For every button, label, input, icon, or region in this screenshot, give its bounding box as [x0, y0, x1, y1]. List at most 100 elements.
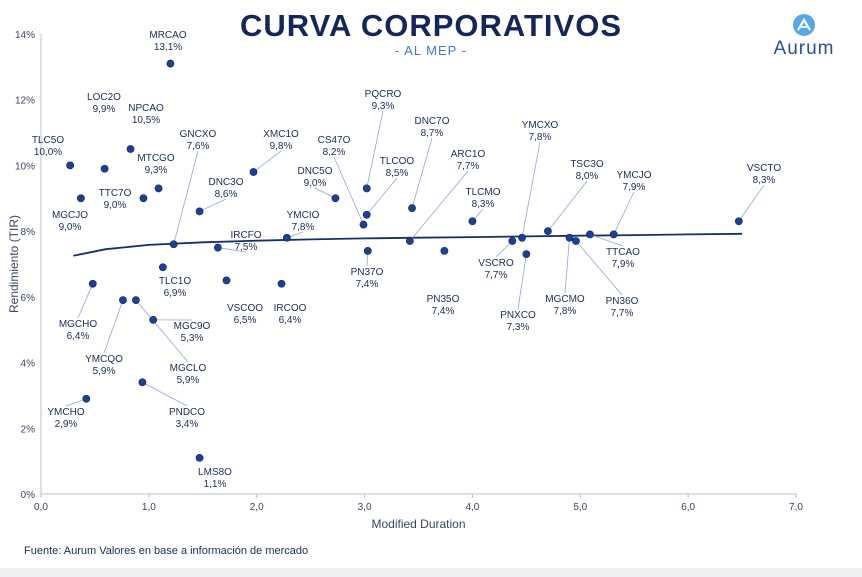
- data-point-pn36o: [572, 237, 580, 245]
- point-name-label: DNC5O: [297, 166, 332, 177]
- x-tick-label: 6,0: [681, 502, 695, 513]
- point-name-label: LMS8O: [198, 467, 232, 478]
- point-value-label: 7,4%: [356, 279, 379, 290]
- chart-title: CURVA CORPORATIVOS: [240, 8, 622, 43]
- point-name-label: PN37O: [351, 267, 384, 278]
- leader-line: [103, 300, 124, 354]
- leader-line: [521, 141, 541, 238]
- data-point-vscro: [508, 237, 517, 245]
- point-name-label: NPCAO: [128, 103, 164, 114]
- point-value-label: 7,8%: [292, 222, 315, 233]
- point-name-label: GNCXO: [180, 129, 217, 140]
- data-point-ymcqo: [119, 296, 127, 305]
- data-point-ymcjo: [609, 230, 618, 239]
- data-point-ymcxo: [518, 233, 526, 242]
- point-name-label: TLCOO: [380, 156, 415, 167]
- leader-line: [217, 247, 247, 253]
- point-name-label: MGCHO: [59, 319, 98, 330]
- point-name-label: MTCGO: [137, 153, 174, 164]
- leader-line: [173, 150, 199, 245]
- data-point-mgcmo: [565, 233, 574, 242]
- x-tick-label: 0,0: [34, 502, 48, 513]
- data-point-ircoo: [277, 279, 286, 288]
- data-point-tlc5o: [66, 161, 75, 170]
- point-name-label: ARC1O: [451, 149, 486, 160]
- trend-curve-layer: [73, 232, 743, 257]
- leader-line: [366, 110, 384, 189]
- point-name-label: DNC7O: [414, 116, 449, 127]
- leader-line: [333, 156, 364, 225]
- point-name-label: TLC5O: [32, 135, 64, 146]
- point-value-label: 9,8%: [270, 141, 293, 152]
- data-point-pnxco: [522, 250, 531, 259]
- data-point-cs47o: [359, 220, 368, 229]
- point-value-label: 8,5%: [386, 168, 409, 179]
- leader-line: [366, 177, 398, 215]
- point-value-label: 7,5%: [235, 242, 258, 253]
- point-value-label: 10,5%: [132, 115, 160, 126]
- point-name-label: IRCOO: [274, 303, 307, 314]
- point-value-label: 8,6%: [215, 189, 238, 200]
- point-value-label: 8,0%: [576, 171, 599, 182]
- leader-line: [738, 184, 765, 222]
- point-name-label: TTCAO: [606, 247, 640, 258]
- leader-lines-layer: [65, 110, 765, 407]
- x-axis-title: Modified Duration: [371, 517, 465, 531]
- trend-curve: [73, 232, 743, 257]
- leader-line: [411, 137, 433, 209]
- leader-line: [589, 234, 624, 247]
- x-tick-label: 3,0: [358, 502, 372, 513]
- point-value-label: 7,3%: [507, 322, 530, 333]
- point-value-label: 7,4%: [432, 306, 455, 317]
- point-name-label: TTC7O: [99, 188, 132, 199]
- data-point-ymcio: [283, 233, 291, 242]
- y-tick-label: 14%: [15, 30, 35, 41]
- data-point-mgclo: [132, 296, 140, 305]
- point-value-label: 9,0%: [304, 178, 327, 189]
- data-point-tlcoo: [362, 210, 371, 219]
- leader-line: [547, 180, 588, 232]
- chart-axes: 0,0 1,0 2,0 3,0 4,0 5,0 6,0 7,0 0% 2% 4% 6% 8% 10% 12%…: [7, 30, 803, 531]
- leader-line: [199, 198, 227, 212]
- aurum-logo: Aurum: [764, 12, 844, 62]
- point-value-label: 7,8%: [529, 132, 552, 143]
- point-value-label: 8,2%: [323, 147, 346, 158]
- x-tick-label: 2,0: [250, 502, 264, 513]
- data-point-dnc5o: [331, 194, 340, 203]
- point-value-label: 5,3%: [181, 333, 204, 344]
- point-name-label: TLCMO: [466, 187, 501, 198]
- data-point-npcao: [126, 145, 135, 153]
- x-tick-label: 7,0: [789, 502, 803, 513]
- point-value-label: 8,7%: [421, 128, 444, 139]
- point-value-label: 9,3%: [372, 101, 395, 112]
- leader-line: [253, 150, 282, 173]
- data-point-vscto: [734, 217, 743, 226]
- point-value-label: 2,9%: [55, 419, 78, 430]
- y-axis-title: Rendimiento (TIR): [7, 215, 21, 313]
- leader-line: [575, 240, 623, 296]
- data-point-pndco: [138, 378, 147, 387]
- x-tick-label: 4,0: [465, 502, 479, 513]
- data-point-ircfo: [213, 243, 222, 252]
- y-tick-label: 8%: [21, 227, 36, 238]
- aurum-logo-icon: [793, 14, 815, 36]
- point-name-label: PNDCO: [169, 407, 205, 418]
- y-tick-label: 6%: [21, 293, 36, 304]
- point-name-label: TSC3O: [570, 159, 604, 170]
- data-point-mtcgo: [154, 184, 163, 193]
- leader-line: [135, 299, 189, 363]
- data-point-vscoo: [222, 276, 231, 285]
- data-point-ttc7o: [139, 194, 148, 203]
- data-point-mgc9o: [149, 315, 158, 324]
- point-name-label: YMCIO: [287, 210, 320, 221]
- point-name-label: MGCMO: [545, 294, 585, 305]
- point-name-label: YMCQO: [85, 354, 123, 365]
- bottom-bar: [0, 568, 862, 577]
- data-points-layer: [66, 59, 743, 462]
- point-value-label: 7,7%: [485, 270, 508, 281]
- y-tick-label: 10%: [15, 161, 35, 172]
- point-value-label: 9,9%: [93, 104, 116, 115]
- point-value-label: 7,9%: [612, 259, 635, 270]
- data-point-lms8o: [195, 453, 204, 462]
